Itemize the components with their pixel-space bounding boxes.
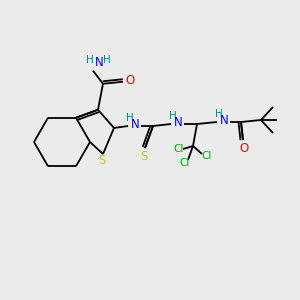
Text: O: O: [125, 74, 135, 87]
Text: S: S: [140, 149, 148, 163]
Text: H: H: [215, 109, 223, 119]
Text: S: S: [98, 154, 106, 167]
Text: H: H: [169, 111, 177, 121]
Text: H: H: [103, 55, 111, 65]
Text: O: O: [239, 142, 249, 154]
Text: Cl: Cl: [202, 151, 212, 161]
Text: Cl: Cl: [174, 144, 184, 154]
Text: H: H: [86, 55, 94, 65]
Text: H: H: [126, 113, 134, 123]
Text: N: N: [94, 56, 103, 69]
Text: N: N: [130, 118, 140, 131]
Text: N: N: [174, 116, 182, 130]
Text: N: N: [220, 115, 228, 128]
Text: Cl: Cl: [180, 158, 190, 168]
